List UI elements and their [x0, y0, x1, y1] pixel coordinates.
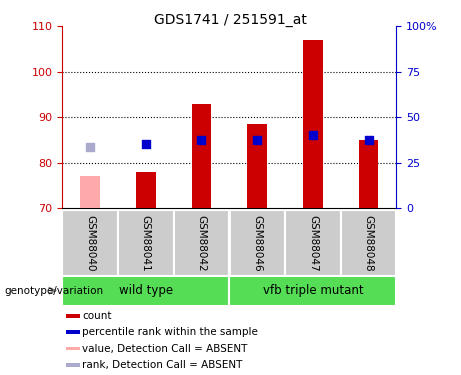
Point: [142, 141, 149, 147]
Text: rank, Detection Call = ABSENT: rank, Detection Call = ABSENT: [82, 360, 242, 370]
Text: GDS1741 / 251591_at: GDS1741 / 251591_at: [154, 13, 307, 27]
Bar: [80, 176, 100, 208]
Text: vfb triple mutant: vfb triple mutant: [263, 284, 363, 297]
Bar: [229, 276, 396, 306]
Point: [198, 137, 205, 143]
Text: GSM88046: GSM88046: [252, 215, 262, 272]
Bar: [248, 124, 267, 208]
Bar: [118, 210, 174, 276]
Point: [309, 132, 317, 138]
Text: GSM88040: GSM88040: [85, 215, 95, 272]
Text: percentile rank within the sample: percentile rank within the sample: [82, 327, 258, 337]
Bar: [62, 276, 229, 306]
Bar: [192, 104, 211, 208]
Bar: [66, 363, 80, 367]
Bar: [66, 346, 80, 350]
Bar: [303, 40, 323, 208]
Bar: [66, 330, 80, 334]
Bar: [341, 210, 396, 276]
Bar: [66, 314, 80, 318]
Text: GSM88048: GSM88048: [364, 215, 373, 272]
Bar: [174, 210, 229, 276]
Bar: [359, 140, 378, 208]
Text: value, Detection Call = ABSENT: value, Detection Call = ABSENT: [82, 344, 248, 354]
Text: genotype/variation: genotype/variation: [5, 286, 104, 296]
Text: GSM88041: GSM88041: [141, 215, 151, 272]
Text: count: count: [82, 311, 112, 321]
Bar: [136, 172, 155, 208]
Point: [365, 137, 372, 143]
Point: [86, 144, 94, 150]
Point: [254, 137, 261, 143]
Text: GSM88047: GSM88047: [308, 215, 318, 272]
Text: wild type: wild type: [119, 284, 173, 297]
Bar: [62, 210, 118, 276]
Text: GSM88042: GSM88042: [196, 215, 207, 272]
Bar: [285, 210, 341, 276]
Bar: [229, 210, 285, 276]
